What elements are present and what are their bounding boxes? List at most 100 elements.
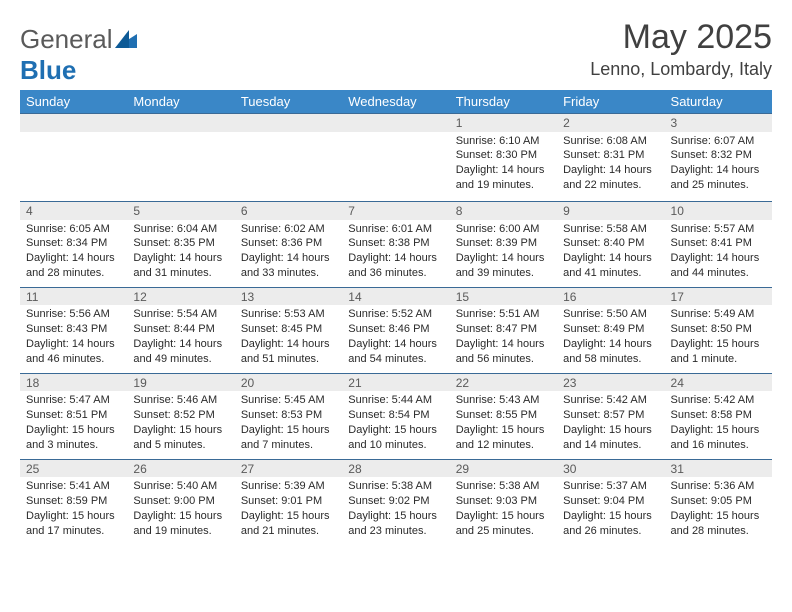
sunrise-text: Sunrise: 5:46 AM bbox=[133, 393, 228, 408]
day-number-cell: 19 bbox=[127, 373, 234, 391]
day-body-row: Sunrise: 5:47 AMSunset: 8:51 PMDaylight:… bbox=[20, 391, 772, 459]
day-body-cell: Sunrise: 6:08 AMSunset: 8:31 PMDaylight:… bbox=[557, 132, 664, 202]
daylight-text-2: and 51 minutes. bbox=[241, 352, 336, 367]
sunrise-text: Sunrise: 5:42 AM bbox=[671, 393, 766, 408]
sunset-text: Sunset: 8:49 PM bbox=[563, 322, 658, 337]
sunset-text: Sunset: 9:00 PM bbox=[133, 494, 228, 509]
daylight-text-2: and 16 minutes. bbox=[671, 438, 766, 453]
sunrise-text: Sunrise: 5:54 AM bbox=[133, 307, 228, 322]
day-body-cell: Sunrise: 5:45 AMSunset: 8:53 PMDaylight:… bbox=[235, 391, 342, 459]
daylight-text: Daylight: 14 hours bbox=[563, 163, 658, 178]
logo-part2: Blue bbox=[20, 55, 76, 85]
day-body-cell: Sunrise: 6:04 AMSunset: 8:35 PMDaylight:… bbox=[127, 220, 234, 288]
daylight-text-2: and 31 minutes. bbox=[133, 266, 228, 281]
day-number-row: 25262728293031 bbox=[20, 459, 772, 477]
day-body-cell: Sunrise: 5:54 AMSunset: 8:44 PMDaylight:… bbox=[127, 305, 234, 373]
sunrise-text: Sunrise: 6:00 AM bbox=[456, 222, 551, 237]
day-number-cell: 8 bbox=[450, 202, 557, 220]
day-number-cell: 11 bbox=[20, 287, 127, 305]
sunset-text: Sunset: 8:44 PM bbox=[133, 322, 228, 337]
day-number-cell: 16 bbox=[557, 287, 664, 305]
day-number-cell: 1 bbox=[450, 114, 557, 132]
sunset-text: Sunset: 8:51 PM bbox=[26, 408, 121, 423]
daylight-text: Daylight: 15 hours bbox=[241, 509, 336, 524]
day-body-cell: Sunrise: 5:53 AMSunset: 8:45 PMDaylight:… bbox=[235, 305, 342, 373]
daylight-text: Daylight: 15 hours bbox=[133, 509, 228, 524]
weekday-header: Wednesday bbox=[342, 90, 449, 114]
daylight-text: Daylight: 14 hours bbox=[456, 251, 551, 266]
sunrise-text: Sunrise: 5:43 AM bbox=[456, 393, 551, 408]
day-body-cell: Sunrise: 5:42 AMSunset: 8:58 PMDaylight:… bbox=[665, 391, 772, 459]
daylight-text-2: and 7 minutes. bbox=[241, 438, 336, 453]
daylight-text-2: and 58 minutes. bbox=[563, 352, 658, 367]
day-body-cell: Sunrise: 6:00 AMSunset: 8:39 PMDaylight:… bbox=[450, 220, 557, 288]
weekday-header: Saturday bbox=[665, 90, 772, 114]
daylight-text: Daylight: 14 hours bbox=[348, 251, 443, 266]
logo-text: General Blue bbox=[20, 24, 137, 86]
day-body-row: Sunrise: 5:41 AMSunset: 8:59 PMDaylight:… bbox=[20, 477, 772, 544]
sunset-text: Sunset: 8:58 PM bbox=[671, 408, 766, 423]
day-number-cell: 30 bbox=[557, 459, 664, 477]
day-number-cell bbox=[342, 114, 449, 132]
day-body-cell: Sunrise: 5:57 AMSunset: 8:41 PMDaylight:… bbox=[665, 220, 772, 288]
daylight-text: Daylight: 14 hours bbox=[563, 337, 658, 352]
day-body-cell: Sunrise: 5:51 AMSunset: 8:47 PMDaylight:… bbox=[450, 305, 557, 373]
daylight-text-2: and 23 minutes. bbox=[348, 524, 443, 539]
daylight-text: Daylight: 15 hours bbox=[26, 509, 121, 524]
daylight-text-2: and 46 minutes. bbox=[26, 352, 121, 367]
day-body-cell: Sunrise: 5:56 AMSunset: 8:43 PMDaylight:… bbox=[20, 305, 127, 373]
day-body-cell: Sunrise: 6:07 AMSunset: 8:32 PMDaylight:… bbox=[665, 132, 772, 202]
daylight-text-2: and 25 minutes. bbox=[456, 524, 551, 539]
day-number-row: 11121314151617 bbox=[20, 287, 772, 305]
sunset-text: Sunset: 8:54 PM bbox=[348, 408, 443, 423]
day-number-cell: 22 bbox=[450, 373, 557, 391]
sunset-text: Sunset: 8:45 PM bbox=[241, 322, 336, 337]
day-number-cell: 7 bbox=[342, 202, 449, 220]
sunset-text: Sunset: 9:02 PM bbox=[348, 494, 443, 509]
daylight-text-2: and 26 minutes. bbox=[563, 524, 658, 539]
day-number-cell: 6 bbox=[235, 202, 342, 220]
daylight-text: Daylight: 14 hours bbox=[348, 337, 443, 352]
sunset-text: Sunset: 8:47 PM bbox=[456, 322, 551, 337]
day-body-cell: Sunrise: 6:01 AMSunset: 8:38 PMDaylight:… bbox=[342, 220, 449, 288]
day-number-cell: 28 bbox=[342, 459, 449, 477]
day-body-cell: Sunrise: 5:49 AMSunset: 8:50 PMDaylight:… bbox=[665, 305, 772, 373]
day-number-cell: 31 bbox=[665, 459, 772, 477]
day-body-cell bbox=[235, 132, 342, 202]
day-number-cell: 12 bbox=[127, 287, 234, 305]
sunrise-text: Sunrise: 6:05 AM bbox=[26, 222, 121, 237]
day-body-cell: Sunrise: 5:40 AMSunset: 9:00 PMDaylight:… bbox=[127, 477, 234, 544]
sunrise-text: Sunrise: 5:45 AM bbox=[241, 393, 336, 408]
sunset-text: Sunset: 8:59 PM bbox=[26, 494, 121, 509]
day-number-cell: 24 bbox=[665, 373, 772, 391]
day-number-row: 123 bbox=[20, 114, 772, 132]
daylight-text: Daylight: 14 hours bbox=[456, 163, 551, 178]
daylight-text-2: and 21 minutes. bbox=[241, 524, 336, 539]
sunset-text: Sunset: 8:34 PM bbox=[26, 236, 121, 251]
sunset-text: Sunset: 8:40 PM bbox=[563, 236, 658, 251]
sunset-text: Sunset: 8:35 PM bbox=[133, 236, 228, 251]
day-body-row: Sunrise: 6:10 AMSunset: 8:30 PMDaylight:… bbox=[20, 132, 772, 202]
daylight-text: Daylight: 14 hours bbox=[671, 251, 766, 266]
day-body-cell bbox=[342, 132, 449, 202]
day-body-cell: Sunrise: 5:43 AMSunset: 8:55 PMDaylight:… bbox=[450, 391, 557, 459]
day-body-cell: Sunrise: 5:46 AMSunset: 8:52 PMDaylight:… bbox=[127, 391, 234, 459]
sunrise-text: Sunrise: 5:52 AM bbox=[348, 307, 443, 322]
daylight-text: Daylight: 14 hours bbox=[241, 337, 336, 352]
day-number-row: 45678910 bbox=[20, 202, 772, 220]
sunrise-text: Sunrise: 6:02 AM bbox=[241, 222, 336, 237]
sunset-text: Sunset: 8:30 PM bbox=[456, 148, 551, 163]
sunset-text: Sunset: 8:39 PM bbox=[456, 236, 551, 251]
sunset-text: Sunset: 9:05 PM bbox=[671, 494, 766, 509]
sunrise-text: Sunrise: 5:57 AM bbox=[671, 222, 766, 237]
day-body-cell bbox=[127, 132, 234, 202]
sunrise-text: Sunrise: 5:40 AM bbox=[133, 479, 228, 494]
day-body-cell: Sunrise: 5:44 AMSunset: 8:54 PMDaylight:… bbox=[342, 391, 449, 459]
sunset-text: Sunset: 8:36 PM bbox=[241, 236, 336, 251]
daylight-text-2: and 44 minutes. bbox=[671, 266, 766, 281]
day-body-cell: Sunrise: 5:47 AMSunset: 8:51 PMDaylight:… bbox=[20, 391, 127, 459]
sunrise-text: Sunrise: 5:56 AM bbox=[26, 307, 121, 322]
daylight-text-2: and 28 minutes. bbox=[26, 266, 121, 281]
logo: General Blue bbox=[20, 24, 137, 86]
sunset-text: Sunset: 8:57 PM bbox=[563, 408, 658, 423]
